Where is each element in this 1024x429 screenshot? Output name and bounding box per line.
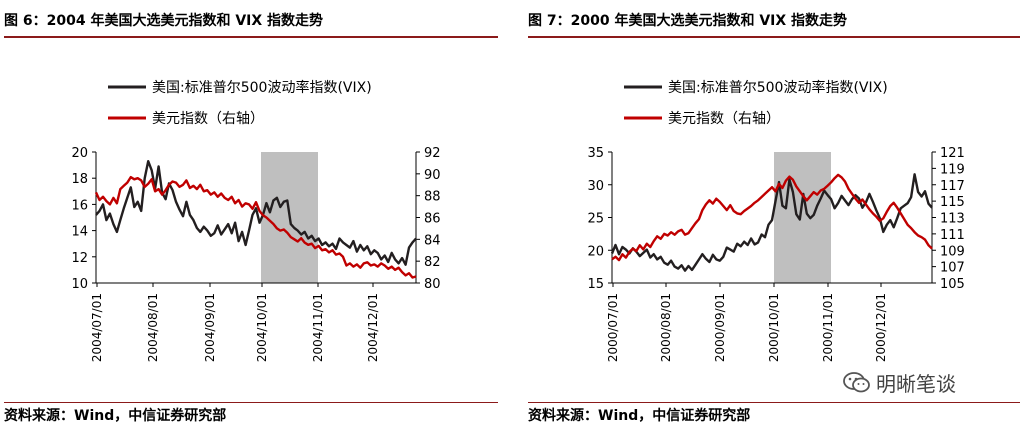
right-tick-label: 86 xyxy=(424,212,441,227)
figure-title: 图 7：2000 年美国大选美元指数和 VIX 指数走势 xyxy=(528,13,848,29)
left-tick-label: 30 xyxy=(587,179,604,194)
vix-series-line xyxy=(95,159,417,266)
legend-label: 美国:标准普尔500波动率指数(VIX) xyxy=(668,79,888,96)
left-tick-label: 10 xyxy=(71,277,88,292)
right-tick-label: 92 xyxy=(424,146,441,161)
right-tick-label: 82 xyxy=(424,255,441,270)
legend-label: 美元指数（右轴） xyxy=(668,111,780,127)
right-tick-label: 113 xyxy=(940,212,965,227)
right-tick-label: 119 xyxy=(940,162,965,177)
x-tick-label: 2004/10/01 xyxy=(255,293,269,362)
left-tick-label: 35 xyxy=(587,146,604,161)
left-tick-label: 18 xyxy=(71,172,88,187)
right-tick-label: 115 xyxy=(940,195,965,210)
right-tick-label: 90 xyxy=(424,168,441,183)
right-tick-label: 121 xyxy=(940,146,965,161)
right-tick-label: 109 xyxy=(940,244,965,259)
title-rule xyxy=(4,36,498,38)
source-rule xyxy=(528,402,1020,403)
left-tick-label: 15 xyxy=(587,277,604,292)
source-note: 资料来源：Wind，中信证券研究部 xyxy=(528,408,751,424)
right-tick-label: 107 xyxy=(940,261,965,276)
x-tick-label: 2000/10/01 xyxy=(767,293,781,362)
x-tick-label: 2004/08/01 xyxy=(146,293,160,362)
source-note: 资料来源：Wind，中信证券研究部 xyxy=(4,408,227,424)
right-tick-label: 117 xyxy=(940,179,965,194)
x-tick-label: 2004/09/01 xyxy=(203,293,217,362)
dxy-series-line xyxy=(94,175,417,279)
left-tick-label: 25 xyxy=(587,212,604,227)
x-tick-label: 2000/07/01 xyxy=(606,293,620,362)
figure-title: 图 6：2004 年美国大选美元指数和 VIX 指数走势 xyxy=(4,13,324,29)
right-tick-label: 80 xyxy=(424,277,441,292)
x-tick-label: 2000/11/01 xyxy=(821,293,835,362)
right-tick-label: 105 xyxy=(940,277,965,292)
legend-label: 美元指数（右轴） xyxy=(152,111,264,127)
x-tick-label: 2004/07/01 xyxy=(90,293,104,362)
title-rule xyxy=(528,36,1020,38)
x-tick-label: 2004/12/01 xyxy=(366,293,380,362)
left-tick-label: 14 xyxy=(71,225,88,240)
vix-series-line xyxy=(610,173,933,272)
dxy-series-line xyxy=(611,173,933,262)
watermark-text: 明晰笔谈 xyxy=(876,372,956,396)
right-tick-label: 88 xyxy=(424,190,441,205)
left-tick-label: 12 xyxy=(71,251,88,266)
x-tick-label: 2000/08/01 xyxy=(659,293,673,362)
source-rule xyxy=(4,402,498,403)
right-tick-label: 84 xyxy=(424,233,441,248)
right-tick-label: 111 xyxy=(940,228,965,243)
shaded-region xyxy=(774,152,831,283)
left-tick-label: 20 xyxy=(587,244,604,259)
x-tick-label: 2000/09/01 xyxy=(713,293,727,362)
x-tick-label: 2000/12/01 xyxy=(874,293,888,362)
left-tick-label: 16 xyxy=(71,198,88,213)
wechat-icon xyxy=(843,372,870,393)
chart-vix-dxy-2004: 20 18 16 14 12 10 92 90 88 86 84 82 80 2004/07/01 2004… xyxy=(71,79,441,362)
legend-label: 美国:标准普尔500波动率指数(VIX) xyxy=(152,79,372,96)
x-tick-label: 2004/11/01 xyxy=(311,293,325,362)
left-tick-label: 20 xyxy=(71,146,88,161)
